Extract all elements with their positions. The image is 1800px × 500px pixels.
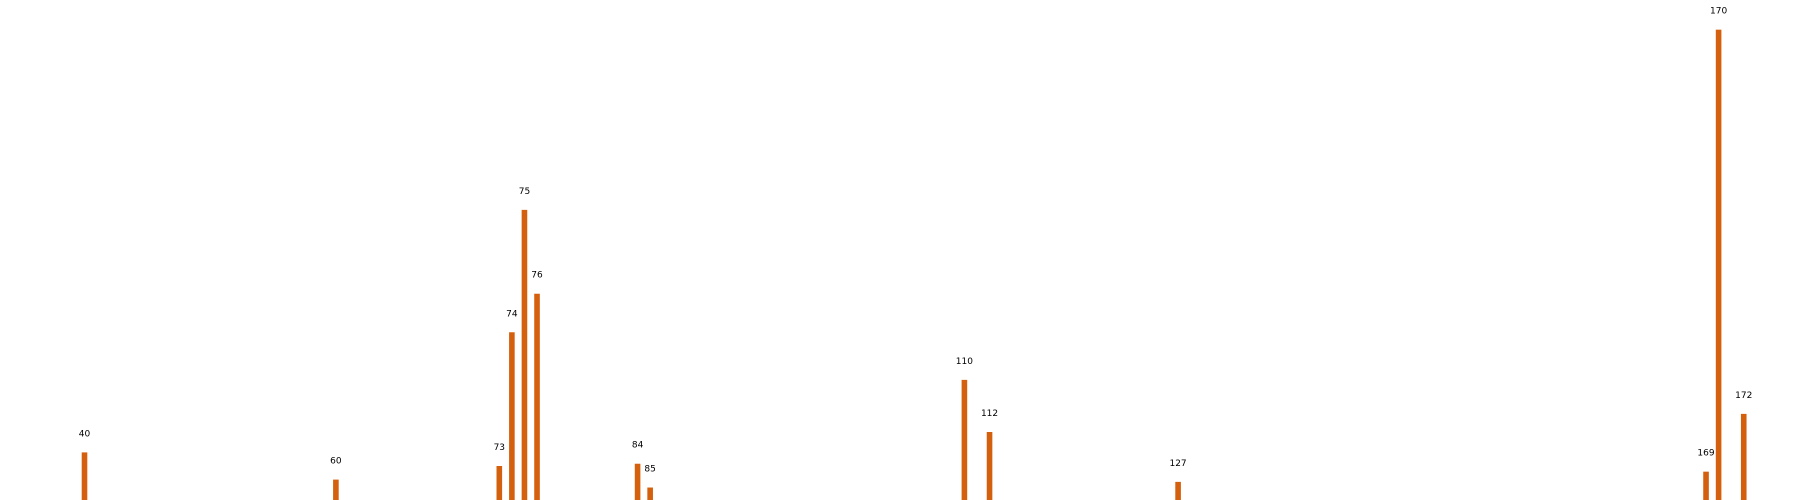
bar-75: [521, 209, 528, 500]
bar-label-74: 74: [506, 309, 518, 319]
bar-112: [986, 432, 993, 500]
bar-label-76: 76: [531, 271, 543, 281]
bar-label-60: 60: [330, 457, 342, 467]
bar-label-127: 127: [1169, 459, 1186, 469]
bar-73: [496, 466, 503, 500]
bar-172: [1740, 413, 1747, 500]
bar-74: [509, 332, 515, 500]
labels-group: 40 60 73 74 75 76 84 85 110 112 127 169 170 172: [79, 7, 1753, 475]
bars-group: [81, 29, 1747, 500]
bar-label-73: 73: [494, 443, 505, 453]
bar-label-170: 170: [1710, 7, 1727, 17]
bar-label-112: 112: [981, 409, 998, 419]
bar-85: [647, 487, 653, 500]
bar-label-40: 40: [79, 429, 91, 439]
bar-label-110: 110: [956, 357, 973, 367]
bar-76: [534, 293, 540, 500]
bar-60: [333, 479, 339, 500]
bar-label-84: 84: [632, 441, 644, 451]
bar-label-75: 75: [519, 187, 530, 197]
bar-label-169: 169: [1697, 449, 1714, 459]
bar-label-172: 172: [1735, 391, 1752, 401]
bar-84: [634, 463, 641, 500]
bar-label-85: 85: [644, 465, 655, 475]
bar-169: [1703, 471, 1709, 500]
bar-110: [961, 379, 968, 500]
bar-170: [1715, 29, 1722, 500]
bar-40: [81, 452, 88, 500]
bar-127: [1175, 481, 1181, 500]
